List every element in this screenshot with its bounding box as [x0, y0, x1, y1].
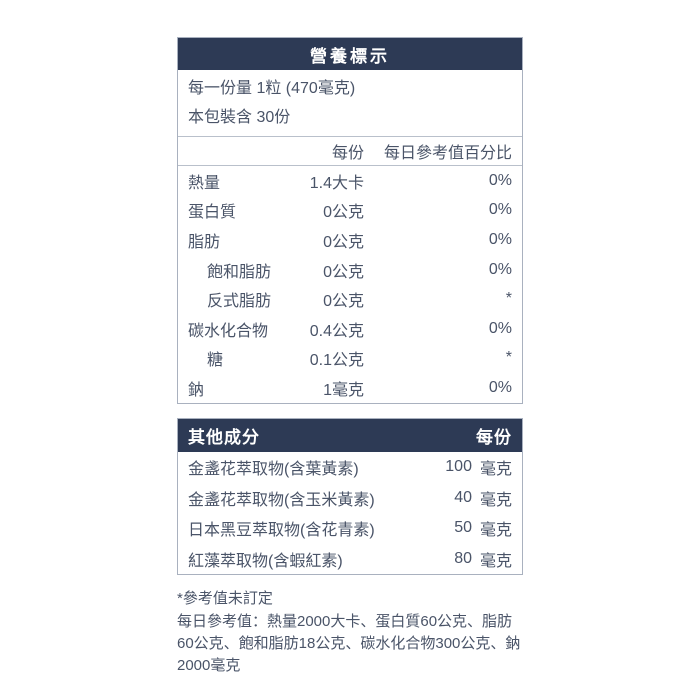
ingredient-amount: 100	[445, 458, 472, 475]
nutrient-name: 脂肪	[188, 233, 221, 251]
table-row: 糖 0.1公克 *	[178, 344, 522, 374]
nutrient-daily-value: *	[505, 290, 512, 308]
nutrient-daily-value: 0%	[488, 171, 512, 189]
list-item: 金盞花萃取物(含葉黃素) 100 毫克	[178, 452, 522, 483]
column-daily-value-pct: 每日參考值百分比	[383, 145, 512, 162]
footnotes: *參考值未訂定 每日參考值：熱量2000大卡、蛋白質60公克、脂肪60公克、飽和…	[177, 588, 523, 677]
nutrient-daily-value: 0%	[488, 319, 512, 337]
undetermined-reference-note: *參考值未訂定	[177, 589, 273, 607]
list-item: 金盞花萃取物(含玉米黃素) 40 毫克	[178, 482, 522, 513]
nutrient-name: 熱量	[188, 174, 221, 192]
nutrient-daily-value: 0%	[488, 201, 512, 219]
nutrient-name: 反式脂肪	[207, 293, 272, 311]
nutrient-name: 碳水化合物	[188, 322, 269, 340]
ingredient-unit: 毫克	[479, 491, 512, 509]
serving-info: 每一份量 1粒 (470毫克) 本包裝含 30份	[178, 70, 522, 136]
table-row: 碳水化合物 0.4公克 0%	[178, 314, 522, 344]
daily-reference-values-note: 每日參考值：熱量2000大卡、蛋白質60公克、脂肪60公克、飽和脂肪18公克、碳…	[177, 612, 521, 674]
nutrient-amount: 0公克	[323, 293, 364, 311]
nutrient-name: 糖	[207, 352, 224, 370]
list-item: 紅藻萃取物(含蝦紅素) 80 毫克	[178, 543, 522, 574]
table-row: 鈉 1毫克 0%	[178, 373, 522, 403]
ingredient-rows: 金盞花萃取物(含葉黃素) 100 毫克 金盞花萃取物(含玉米黃素) 40 毫克 …	[178, 452, 522, 574]
nutrient-daily-value: 0%	[488, 378, 512, 396]
column-header-row: 每份 每日參考值百分比	[178, 136, 522, 166]
other-ingredients-header: 其他成分 每份	[178, 418, 522, 452]
ingredient-amount: 80	[454, 549, 472, 567]
ingredient-name: 日本黑豆萃取物(含花青素)	[188, 522, 375, 539]
ingredient-name: 金盞花萃取物(含葉黃素)	[188, 461, 359, 478]
nutrient-amount: 0.4公克	[309, 322, 364, 340]
nutrient-daily-value: *	[505, 349, 512, 367]
nutrient-name: 蛋白質	[188, 204, 237, 222]
ingredient-name: 金盞花萃取物(含玉米黃素)	[188, 491, 375, 509]
column-per-serving: 每份	[331, 145, 364, 162]
other-ingredients-panel: 其他成分 每份 金盞花萃取物(含葉黃素) 100 毫克 金盞花萃取物(含玉米黃素…	[177, 417, 523, 575]
ingredient-name: 紅藻萃取物(含蝦紅素)	[188, 552, 343, 570]
ingredient-unit: 毫克	[479, 552, 512, 570]
nutrient-amount: 0公克	[323, 263, 364, 281]
ingredient-amount: 50	[454, 519, 472, 536]
nutrient-daily-value: 0%	[488, 260, 512, 278]
nutrient-amount: 0公克	[323, 204, 364, 222]
ingredient-unit: 毫克	[479, 522, 512, 539]
table-row: 蛋白質 0公克 0%	[178, 196, 522, 226]
servings-per-package-line: 本包裝含 30份	[188, 109, 291, 126]
nutrient-daily-value: 0%	[488, 230, 512, 248]
nutrition-panel-title: 營養標示	[178, 38, 522, 70]
serving-size-line: 每一份量 1粒 (470毫克)	[188, 80, 356, 97]
nutrition-rows: 熱量 1.4大卡 0% 蛋白質 0公克 0% 脂肪 0公克 0% 飽和脂肪 0公…	[178, 166, 522, 403]
nutrition-facts-panel: 營養標示 每一份量 1粒 (470毫克) 本包裝含 30份 每份 每日參考值百分…	[177, 37, 523, 404]
ingredient-amount: 40	[454, 488, 472, 506]
table-row: 飽和脂肪 0公克 0%	[178, 255, 522, 285]
nutrient-amount: 0.1公克	[309, 352, 364, 370]
other-ingredients-title: 其他成分	[188, 427, 260, 447]
table-row: 反式脂肪 0公克 *	[178, 284, 522, 314]
label-content: 營養標示 每一份量 1粒 (470毫克) 本包裝含 30份 每份 每日參考值百分…	[177, 37, 523, 677]
other-ingredients-per-serving: 每份	[476, 427, 512, 447]
nutrient-amount: 0公克	[323, 233, 364, 251]
nutrient-amount: 1毫克	[323, 381, 364, 399]
nutrient-amount: 1.4大卡	[309, 174, 364, 192]
table-row: 熱量 1.4大卡 0%	[178, 166, 522, 196]
table-row: 脂肪 0公克 0%	[178, 225, 522, 255]
nutrient-name: 飽和脂肪	[207, 263, 272, 281]
nutrient-name: 鈉	[188, 381, 205, 399]
list-item: 日本黑豆萃取物(含花青素) 50 毫克	[178, 513, 522, 544]
ingredient-unit: 毫克	[479, 461, 512, 478]
